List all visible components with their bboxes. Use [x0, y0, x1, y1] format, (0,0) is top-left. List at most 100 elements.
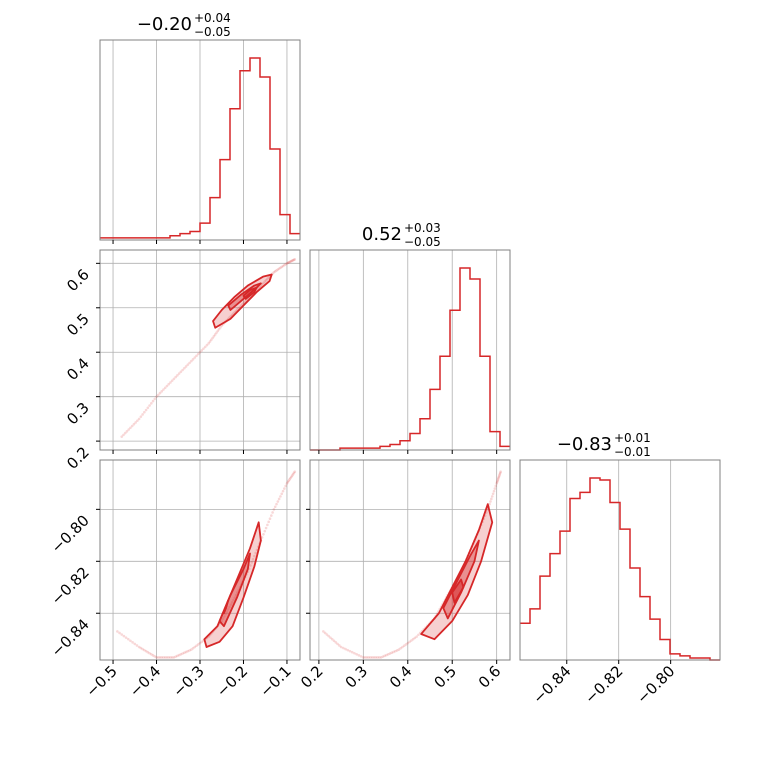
sample-point [167, 656, 170, 659]
sample-point [225, 610, 229, 613]
sample-point [162, 656, 165, 659]
sample-point [155, 395, 158, 398]
sample-point [163, 386, 167, 390]
sample-point [144, 649, 148, 653]
sample-point [156, 656, 160, 659]
sample-point [280, 265, 284, 269]
sample-point [488, 502, 491, 506]
sample-point [141, 647, 144, 651]
contour-outer [212, 273, 273, 329]
sample-point [279, 495, 282, 498]
sample-point [184, 650, 188, 654]
contour-outer [420, 503, 494, 641]
sample-point [285, 262, 289, 265]
sample-point [156, 393, 160, 397]
title-median: −0.83 [557, 434, 612, 455]
sample-point [262, 532, 265, 536]
sample-point [495, 482, 498, 485]
sample-point [196, 643, 200, 646]
title-minus: −0.01 [614, 445, 651, 459]
param-title-1: 0.52 +0.03−0.05 [362, 221, 441, 249]
histogram-1 [310, 267, 510, 451]
x-tick-label: 0.5 [430, 662, 460, 692]
sample-point [198, 350, 202, 354]
sample-point [129, 426, 132, 430]
sample-point [262, 281, 265, 285]
sample-point [408, 640, 411, 644]
histogram-0 [100, 57, 300, 239]
sample-point [357, 654, 361, 657]
sample-point [287, 261, 290, 264]
sample-point [123, 431, 127, 435]
sample-point [215, 331, 218, 334]
sample-point [275, 269, 278, 272]
hist-panel-1: 0.52 +0.03−0.05 [309, 221, 511, 454]
sample-point [383, 654, 386, 658]
sample-point [122, 634, 126, 638]
contour-core [223, 599, 230, 615]
title-median: 0.52 [362, 224, 402, 245]
sample-point [125, 430, 129, 433]
sample-point [367, 656, 370, 659]
sample-point [233, 596, 237, 599]
sample-point [338, 644, 341, 647]
hist-frame-1 [309, 249, 511, 451]
sample-point [413, 636, 417, 640]
sample-point [392, 650, 395, 654]
sample-point [494, 484, 498, 488]
sample-point [492, 489, 496, 493]
sample-point [170, 379, 174, 382]
sample-point [493, 487, 497, 490]
sample-point [289, 260, 292, 263]
sample-point [249, 564, 252, 567]
sample-point [346, 648, 350, 652]
sample-point [499, 470, 502, 473]
sample-point [322, 630, 325, 633]
histogram-2 [520, 477, 720, 661]
sample-point [293, 470, 297, 473]
sample-point [497, 476, 500, 480]
sample-point [353, 651, 356, 655]
sample-point [217, 327, 221, 331]
sample-point [395, 649, 399, 652]
sample-point [279, 266, 282, 270]
sample-point [211, 336, 214, 340]
x-tick-label: −0.1 [256, 662, 294, 700]
sample-point [498, 472, 502, 476]
sample-point [394, 649, 397, 653]
sample-point [496, 478, 500, 481]
sample-point [136, 419, 139, 422]
sample-point [288, 478, 291, 481]
sample-point [196, 352, 200, 356]
sample-point [495, 480, 499, 484]
sample-point [158, 391, 162, 395]
sample-point [388, 652, 392, 655]
sample-point [193, 645, 197, 649]
sample-point [402, 644, 406, 648]
sample-point [129, 639, 132, 643]
hist-panel-0: −0.20 +0.04−0.05 [99, 11, 301, 244]
sample-point [264, 278, 268, 282]
sample-point [490, 497, 493, 501]
sample-point [172, 656, 176, 659]
sample-point [323, 631, 327, 635]
sample-point [498, 474, 501, 477]
sample-point [266, 277, 269, 281]
x-tick-label: −0.5 [82, 662, 120, 700]
sample-point [344, 647, 347, 651]
sample-point [135, 644, 139, 647]
title-plus: +0.04 [194, 11, 231, 25]
sample-point [291, 258, 295, 262]
sample-point [226, 608, 230, 611]
title-plus: +0.01 [614, 431, 651, 445]
y-tick-label: 0.3 [63, 399, 93, 429]
param-title-2: −0.83 +0.01−0.01 [557, 431, 651, 459]
sample-point [329, 636, 332, 639]
sample-point [150, 652, 153, 656]
sample-point [498, 471, 502, 475]
sample-point [163, 656, 167, 659]
sample-point [190, 359, 193, 363]
title-minus: −0.05 [194, 25, 231, 39]
sample-point [183, 366, 186, 370]
